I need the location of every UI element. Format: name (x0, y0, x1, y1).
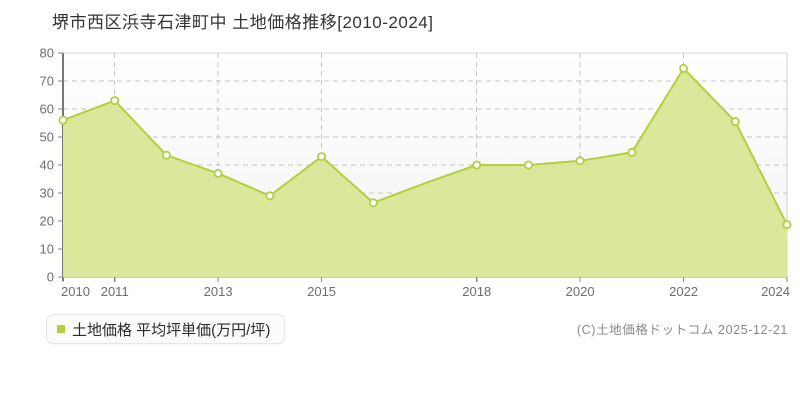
y-tick-label: 10 (40, 242, 54, 257)
y-tick-label: 0 (47, 270, 54, 285)
legend-series-label: 土地価格 平均坪単価(万円/坪) (72, 321, 271, 339)
chart-legend[interactable]: 土地価格 平均坪単価(万円/坪) (46, 314, 286, 344)
y-axis-tick-labels: 0 10 20 30 40 50 60 70 80 (40, 46, 54, 285)
page-title: 堺市西区浜寺石津町中 土地価格推移[2010-2024] (52, 13, 434, 32)
x-tick-label: 2010 (61, 284, 90, 299)
y-tick-label: 70 (40, 74, 54, 89)
y-tick-label: 50 (40, 130, 54, 145)
y-tick-label: 60 (40, 102, 54, 117)
copyright-text: (C)土地価格ドットコム 2025-12-21 (576, 323, 788, 337)
y-tick-label: 40 (40, 158, 54, 173)
y-tick-label: 30 (40, 186, 54, 201)
x-axis-tick-labels: 2010 2011 2013 2015 2018 2020 2022 2024 (61, 284, 790, 299)
x-tick-label: 2024 (761, 284, 790, 299)
x-tick-label: 2020 (566, 284, 595, 299)
x-tick-label: 2011 (101, 284, 129, 299)
series-area-fill (63, 68, 787, 278)
series-line (62, 67, 788, 226)
y-tick-label: 20 (40, 214, 54, 229)
x-tick-label: 2018 (462, 284, 491, 299)
y-tick-label: 80 (40, 46, 54, 61)
series-data-points (58, 63, 792, 230)
legend-color-swatch-icon (57, 325, 65, 333)
x-tick-label: 2013 (204, 284, 233, 299)
x-tick-label: 2022 (669, 284, 698, 299)
x-tick-label: 2015 (307, 284, 336, 299)
